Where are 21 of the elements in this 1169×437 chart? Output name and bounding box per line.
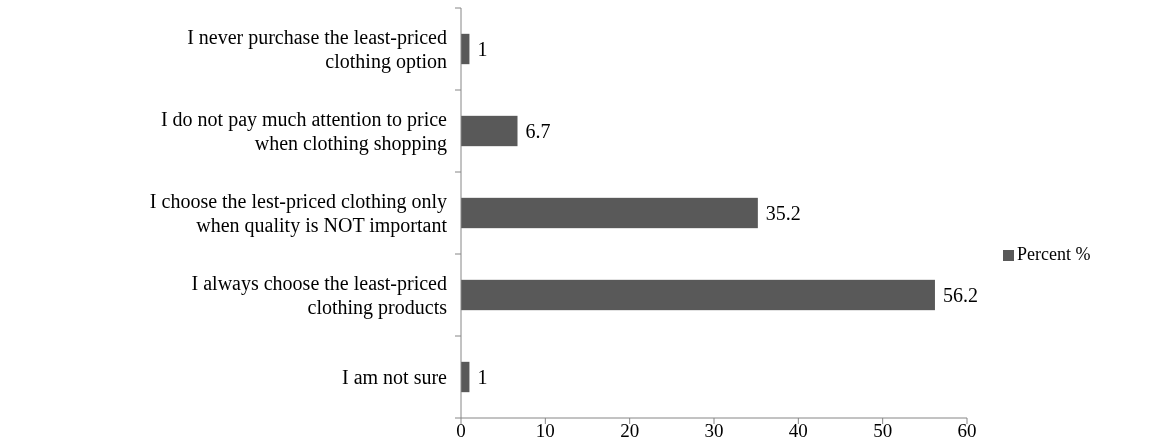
bar xyxy=(461,115,518,147)
x-tick-label: 50 xyxy=(873,420,893,437)
legend-label: Percent % xyxy=(1017,244,1091,264)
data-label: 56.2 xyxy=(942,284,978,306)
bar xyxy=(461,197,758,229)
y-tick-label: I never purchase the least-priced clothing option xyxy=(187,26,447,73)
x-tick-label: 30 xyxy=(704,420,724,437)
x-tick-label: 10 xyxy=(535,420,555,437)
bar xyxy=(461,279,935,311)
y-tick-label: I am not sure xyxy=(342,366,448,388)
x-tick-label: 40 xyxy=(788,420,808,437)
y-tick-label: I choose the lest-priced clothing only when quality is NOT important xyxy=(149,190,448,237)
data-label: 1 xyxy=(477,366,488,388)
x-tick-label: 60 xyxy=(957,420,977,437)
data-label: 1 xyxy=(477,38,488,60)
y-tick-label: I always choose the least-priced clothing products xyxy=(191,272,448,319)
data-label: 6.7 xyxy=(525,120,551,142)
y-tick-label: I do not pay much attention to price when clothing shopping xyxy=(160,108,448,155)
data-label: 35.2 xyxy=(765,202,801,224)
x-tick-label: 0 xyxy=(456,420,466,437)
x-tick-label: 20 xyxy=(620,420,640,437)
